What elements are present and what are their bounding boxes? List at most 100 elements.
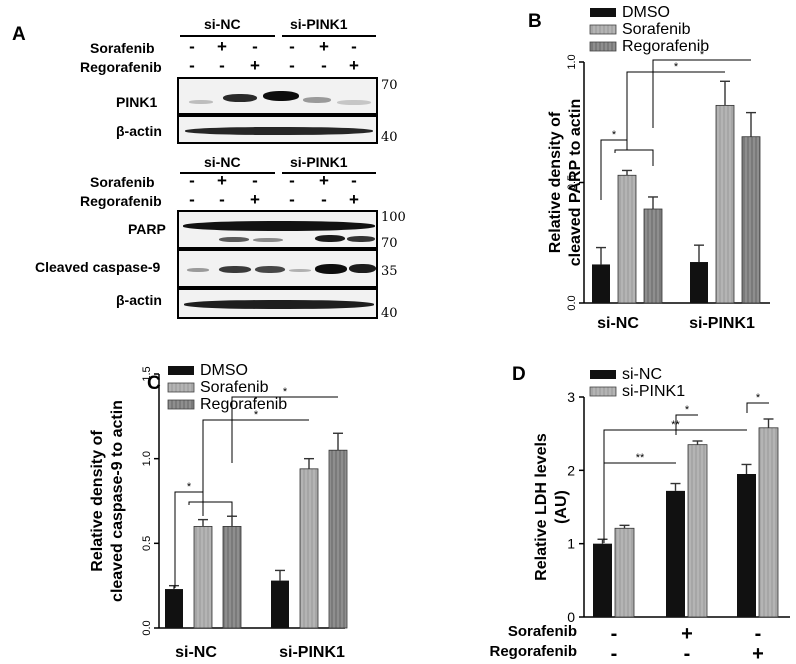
legend-swatch xyxy=(590,8,616,17)
treatment-sign: - xyxy=(321,190,327,209)
y-axis-label: cleaved PARP to actin xyxy=(567,99,584,266)
x-category-label: si-NC xyxy=(597,315,639,332)
group-label-si-pink1-bottom: si-PINK1 xyxy=(290,154,348,170)
y-axis-label: (AU) xyxy=(553,490,570,524)
y-tick-label: 1.0 xyxy=(141,451,153,466)
treatment-sign: - xyxy=(189,37,195,56)
blot-band xyxy=(219,266,251,273)
blot-band xyxy=(185,127,373,135)
significance-star: * xyxy=(187,481,192,493)
y-tick-label: 0.5 xyxy=(141,536,153,551)
blot-label-beta-actin-bottom: β-actin xyxy=(116,292,162,308)
treatment-sign: - xyxy=(219,56,225,75)
x-category-label: si-PINK1 xyxy=(279,644,345,661)
beta-actin-blot-bottom xyxy=(177,288,378,319)
bar-si-pink1 xyxy=(758,427,779,618)
treatment-sign: - xyxy=(252,171,258,190)
treatment-sign: - xyxy=(289,37,295,56)
bar-si-nc xyxy=(666,490,685,617)
bar-sorafenib xyxy=(617,174,637,304)
group-line xyxy=(282,172,376,174)
treatment-label-sorafenib: Sorafenib xyxy=(90,174,155,190)
legend-label-dmso: DMSO xyxy=(200,362,248,379)
bar-si-nc xyxy=(737,474,756,617)
legend-label-si-nc: si-NC xyxy=(622,366,662,383)
blot-band xyxy=(263,91,299,101)
blot-band xyxy=(184,300,374,309)
parp-blot xyxy=(177,210,378,249)
significance-bracket xyxy=(231,396,338,463)
treatment-sign: + xyxy=(217,171,227,190)
cleaved-caspase-9-blot xyxy=(177,249,378,288)
bar-sorafenib xyxy=(715,104,735,304)
blot-band xyxy=(223,94,257,102)
panel-d-letter: D xyxy=(512,364,526,385)
significance-bracket xyxy=(202,419,309,516)
marker-35: 35 xyxy=(381,264,398,279)
significance-bracket xyxy=(188,501,233,516)
row-label-sorafenib: Sorafenib xyxy=(508,623,577,640)
significance-star: * xyxy=(674,61,679,73)
legend-swatch xyxy=(589,41,617,52)
significance-star: * xyxy=(685,404,690,416)
treatment-sign: - xyxy=(351,37,357,56)
legend-label-regorafenib: Regorafenib xyxy=(200,396,287,413)
bar-dmso xyxy=(592,264,610,303)
group-label-si-pink1-top: si-PINK1 xyxy=(290,16,348,32)
significance-bracket xyxy=(603,429,747,543)
treatment-sign: - xyxy=(289,56,295,75)
blot-label-beta-actin-top: β-actin xyxy=(116,123,162,139)
legend-label-si-pink1: si-PINK1 xyxy=(622,383,685,400)
y-axis-label: cleaved caspase-9 to actin xyxy=(109,400,126,602)
y-tick-label: 0.5 xyxy=(566,175,578,190)
group-label-si-nc-top: si-NC xyxy=(204,16,241,32)
treatment-sign: - xyxy=(611,623,618,645)
treatment-sign: + xyxy=(681,623,693,645)
blot-band xyxy=(337,100,371,105)
legend-swatch xyxy=(589,24,617,35)
legend-label-regorafenib: Regorafenib xyxy=(622,38,709,55)
group-line xyxy=(180,35,275,37)
y-tick-label: 2 xyxy=(567,462,575,478)
treatment-sign: - xyxy=(219,190,225,209)
beta-actin-blot-top xyxy=(177,115,378,144)
significance-bracket xyxy=(174,491,203,588)
treatment-sign: + xyxy=(349,56,359,75)
bar-dmso xyxy=(690,262,708,303)
y-tick-label: 3 xyxy=(567,389,575,405)
treatment-label-sorafenib: Sorafenib xyxy=(90,40,155,56)
marker-40: 40 xyxy=(381,130,398,145)
treatment-sign: + xyxy=(752,643,764,664)
treatment-sign: - xyxy=(289,190,295,209)
legend-swatch xyxy=(589,386,617,397)
significance-star: ** xyxy=(636,452,645,464)
x-category-label: si-PINK1 xyxy=(689,315,755,332)
bar-regorafenib xyxy=(222,526,242,629)
blot-label-cleaved-caspase-9: Cleaved caspase-9 xyxy=(35,259,161,275)
significance-bracket xyxy=(626,71,725,150)
legend-swatch xyxy=(590,370,616,379)
treatment-sign: - xyxy=(189,56,195,75)
treatment-sign: - xyxy=(611,643,618,664)
treatment-sign: + xyxy=(319,171,329,190)
legend-label-sorafenib: Sorafenib xyxy=(200,379,269,396)
group-line xyxy=(282,35,376,37)
bar-si-nc xyxy=(593,543,612,617)
y-tick-label: 0 xyxy=(567,609,575,625)
legend-swatch xyxy=(167,399,195,410)
x-category-label: si-NC xyxy=(175,644,217,661)
blot-band xyxy=(315,235,345,242)
significance-bracket xyxy=(600,139,627,200)
legend-swatch xyxy=(168,366,194,375)
treatment-sign: + xyxy=(217,37,227,56)
legend-label-dmso: DMSO xyxy=(622,4,670,21)
y-tick-label: 0.0 xyxy=(566,295,578,310)
bar-sorafenib xyxy=(299,468,319,629)
bar-dmso xyxy=(271,580,289,628)
panel-a-letter: A xyxy=(12,24,26,45)
significance-star: * xyxy=(283,386,288,398)
marker-100: 100 xyxy=(381,210,406,225)
blot-band xyxy=(347,236,375,242)
group-label-si-nc-bottom: si-NC xyxy=(204,154,241,170)
